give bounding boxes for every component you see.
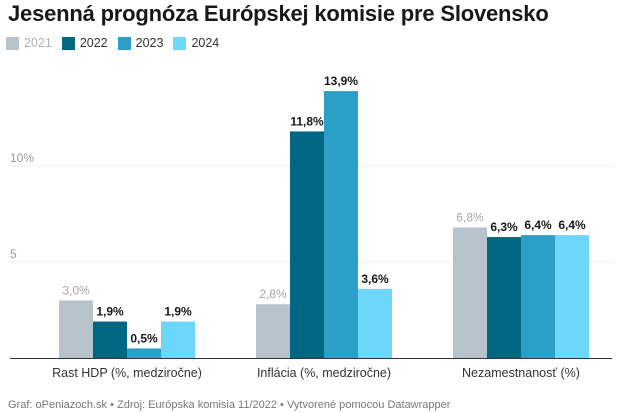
data-label: 6,3%	[490, 220, 518, 234]
bar	[555, 235, 589, 358]
data-label: 3,0%	[62, 283, 90, 297]
x-category-label: Rast HDP (%, medziročne)	[52, 366, 202, 380]
legend-label: 2022	[79, 36, 108, 50]
data-label: 1,9%	[96, 305, 124, 319]
legend-item-2023: 2023	[117, 36, 164, 50]
legend-swatch	[173, 36, 187, 50]
bar	[358, 288, 392, 358]
y-tick-label: 5	[10, 247, 17, 261]
data-label: 6,8%	[456, 210, 484, 224]
data-label: 6,4%	[558, 218, 586, 232]
legend-label: 2023	[135, 36, 164, 50]
data-label: 2,8%	[259, 287, 287, 301]
legend-item-2024: 2024	[173, 36, 219, 50]
bar	[256, 304, 290, 358]
y-tick-label: 10%	[10, 151, 34, 165]
data-label: 13,9%	[324, 74, 358, 88]
legend-item-2022: 2022	[61, 36, 108, 50]
legend-label: 2021	[24, 36, 52, 50]
bar	[59, 300, 93, 358]
x-category-label: Nezamestnanosť (%)	[462, 366, 580, 380]
legend-item-2021: 2021	[6, 36, 52, 50]
source-footer: Graf: oPeniazoch.sk • Zdroj: Európska ko…	[8, 399, 451, 411]
bar	[127, 348, 161, 358]
legend: 2021 2022 2023 2024	[6, 36, 229, 50]
bar	[521, 235, 555, 358]
data-label: 3,6%	[361, 272, 389, 286]
legend-swatch	[6, 36, 19, 50]
legend-swatch	[61, 36, 75, 50]
legend-swatch	[117, 36, 131, 50]
data-label: 1,9%	[164, 305, 192, 319]
chart-title: Jesenná prognóza Európskej komisie pre S…	[8, 1, 549, 26]
bar	[453, 227, 487, 358]
legend-label: 2024	[191, 36, 220, 50]
bar	[161, 321, 195, 358]
bar	[487, 237, 521, 358]
data-label: 0,5%	[130, 331, 158, 345]
x-category-label: Inflácia (%, medziročne)	[257, 366, 391, 380]
bar	[93, 321, 127, 358]
data-label: 11,8%	[290, 114, 324, 128]
bar	[290, 131, 324, 358]
bar	[324, 91, 358, 359]
data-label: 6,4%	[524, 218, 552, 232]
